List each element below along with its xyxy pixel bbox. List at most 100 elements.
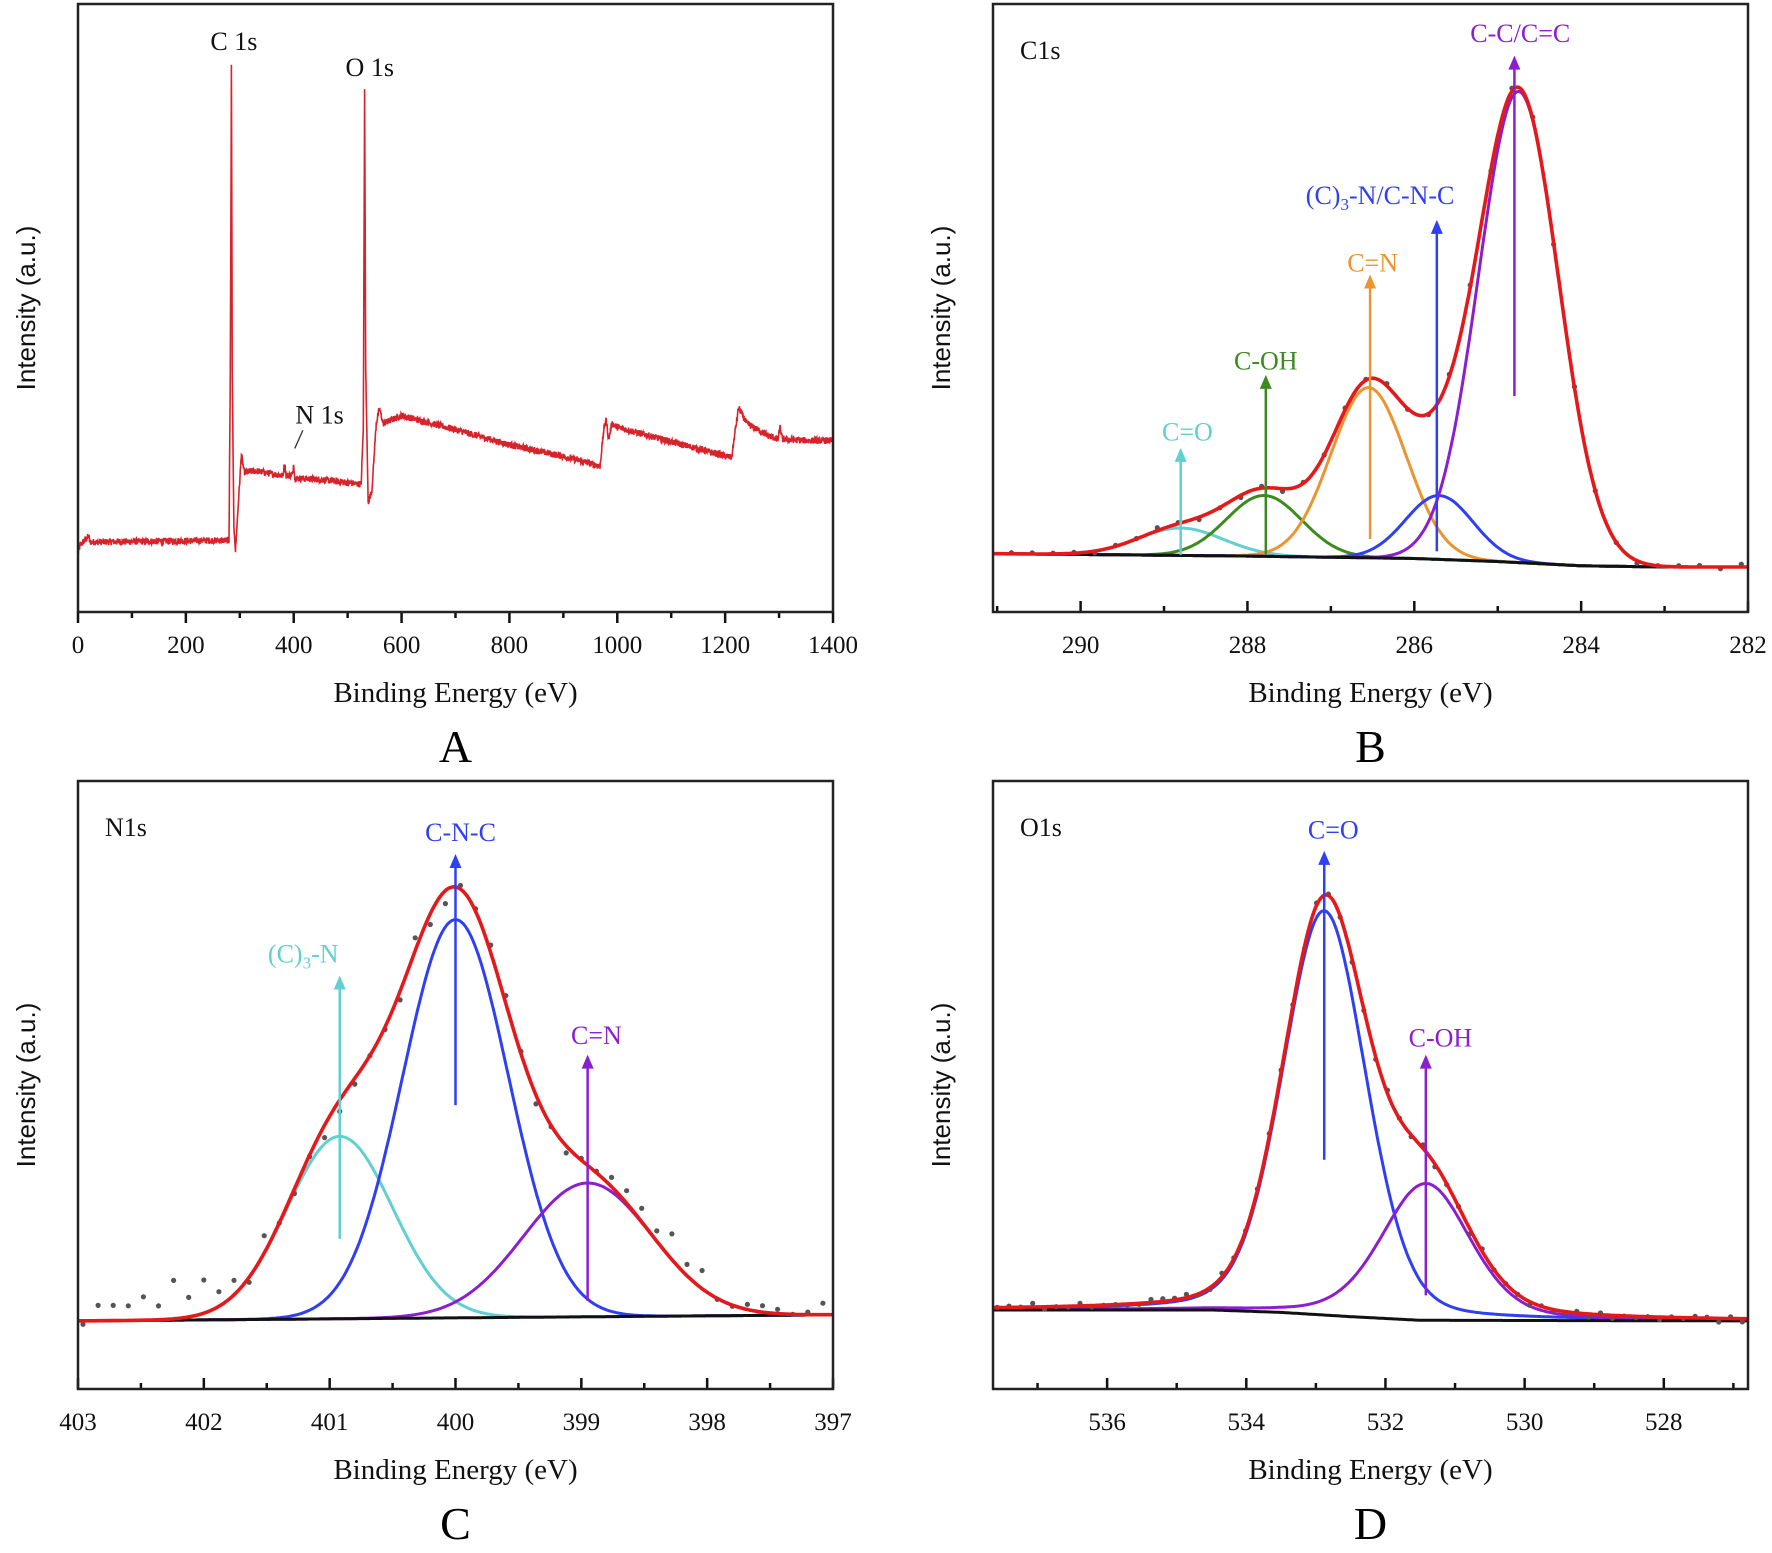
component-curve (78, 1134, 833, 1323)
data-point (186, 1294, 192, 1300)
plot-frame (76, 779, 835, 1391)
panel-d: 536 534 532 530 528 Binding Energy (eV) D Inten… (926, 779, 1750, 1549)
x-axis-title: Binding Energy (eV) (1248, 1454, 1492, 1486)
peak-label: C=O (1308, 816, 1359, 845)
data-point (1739, 1319, 1745, 1325)
peak-label: C-OH (1409, 1024, 1473, 1053)
peak-label: C-C/C=C (1470, 19, 1570, 48)
arrow-head-icon (1318, 850, 1331, 865)
data-point (1030, 1300, 1036, 1306)
peak-label: (C)3-N/C-N-C (1306, 181, 1455, 214)
data-point (654, 1228, 660, 1234)
data-point (699, 1267, 705, 1274)
data-point (624, 1188, 630, 1194)
peak-label: O 1s (346, 53, 394, 82)
x-axis-title: Binding Energy (eV) (333, 677, 577, 709)
plot-area (78, 64, 833, 555)
region-label: C1s (1020, 36, 1060, 65)
panel-letter: A (439, 721, 472, 772)
y-axis-title: Intensity (a.u.) (11, 226, 41, 391)
x-tick-label: 399 (563, 1409, 601, 1436)
plot-frame (76, 2, 835, 614)
x-tick-label: 402 (185, 1409, 223, 1436)
x-tick-label: 800 (491, 632, 529, 659)
region-label: N1s (105, 813, 147, 842)
label-subscript: 3 (1340, 195, 1349, 214)
data-point (322, 1135, 328, 1141)
x-tick-label: 398 (688, 1409, 726, 1436)
panel-c: 403 402 401 400 399 398 397 Binding Energy (eV)… (11, 779, 852, 1549)
data-point (684, 1261, 690, 1267)
region-label: O1s (1020, 813, 1062, 842)
panel-letter: D (1354, 1498, 1387, 1549)
data-point (412, 935, 418, 941)
peak-label: C=N (1347, 248, 1398, 277)
x-tick-label: 403 (59, 1409, 97, 1436)
arrow-head-icon (1364, 274, 1377, 289)
data-point (608, 1174, 615, 1180)
x-tick-label: 397 (814, 1409, 852, 1436)
label-part: C=N (571, 1021, 622, 1050)
background-baseline (993, 1308, 1748, 1323)
x-tick-label: 530 (1506, 1409, 1544, 1436)
x-tick-label: 401 (311, 1409, 349, 1436)
panel-letter: C (440, 1498, 471, 1549)
data-point (427, 921, 433, 928)
background-baseline (78, 1313, 833, 1323)
x-tick-label: 400 (275, 632, 313, 659)
peak-label: C=O (1162, 417, 1213, 446)
y-axis-title: Intensity (a.u.) (926, 1003, 956, 1168)
label-part: C-N-C (425, 818, 496, 847)
x-tick-label: 282 (1729, 632, 1767, 659)
y-axis-title: Intensity (a.u.) (11, 1003, 41, 1168)
data-point (1716, 1319, 1722, 1325)
panel-letter: B (1355, 721, 1386, 772)
x-tick-label: 1000 (592, 632, 642, 659)
data-point (820, 1300, 826, 1306)
label-part: C=O (1308, 816, 1359, 845)
x-tick-label: 286 (1396, 632, 1434, 659)
data-point (442, 901, 448, 907)
x-tick-label: 288 (1229, 632, 1267, 659)
plot-frame (991, 779, 1750, 1391)
x-tick-label: 536 (1088, 1409, 1126, 1436)
x-tick-label: 200 (167, 632, 205, 659)
x-tick-label: 284 (1562, 632, 1600, 659)
data-point (744, 1301, 751, 1307)
peak-label: N 1s (295, 400, 343, 429)
arrow-head-icon (1419, 1054, 1432, 1069)
arrow-head-icon (581, 1054, 594, 1069)
label-part: C-OH (1234, 346, 1298, 375)
label-part: C-C/C=C (1470, 19, 1570, 48)
survey-spectrum-line (78, 64, 833, 555)
component-curve (993, 1182, 1748, 1322)
panel-a: 0 200 400 600 800 1000 1200 1400 Binding Energy … (11, 2, 858, 772)
label-part: (C) (1306, 181, 1341, 210)
data-point (140, 1294, 146, 1300)
data-point (216, 1289, 222, 1295)
panel-b: 290 288 286 284 282 Binding Energy (eV) B Inten… (926, 2, 1767, 772)
component-curve (993, 909, 1748, 1322)
arrow-head-icon (1430, 219, 1443, 234)
data-point (563, 1150, 569, 1156)
arrow-head-icon (1508, 55, 1521, 70)
data-point (171, 1277, 177, 1283)
label-part: C=N (1347, 248, 1398, 277)
plot-area (993, 891, 1748, 1325)
data-point (110, 1302, 116, 1308)
data-point (231, 1277, 237, 1283)
peak-label: C 1s (210, 27, 257, 56)
x-axis-title: Binding Energy (eV) (1248, 677, 1492, 709)
data-point (155, 1303, 162, 1309)
data-point (533, 1101, 539, 1107)
label-part: C=O (1162, 417, 1213, 446)
x-tick-label: 528 (1645, 1409, 1683, 1436)
data-point (80, 1321, 86, 1327)
x-tick-label: 1400 (808, 632, 858, 659)
label-subscript: 3 (303, 954, 312, 973)
arrow-head-icon (333, 975, 346, 990)
data-point (201, 1277, 207, 1283)
plot-area (993, 85, 1748, 572)
label-part: (C) (268, 940, 303, 969)
